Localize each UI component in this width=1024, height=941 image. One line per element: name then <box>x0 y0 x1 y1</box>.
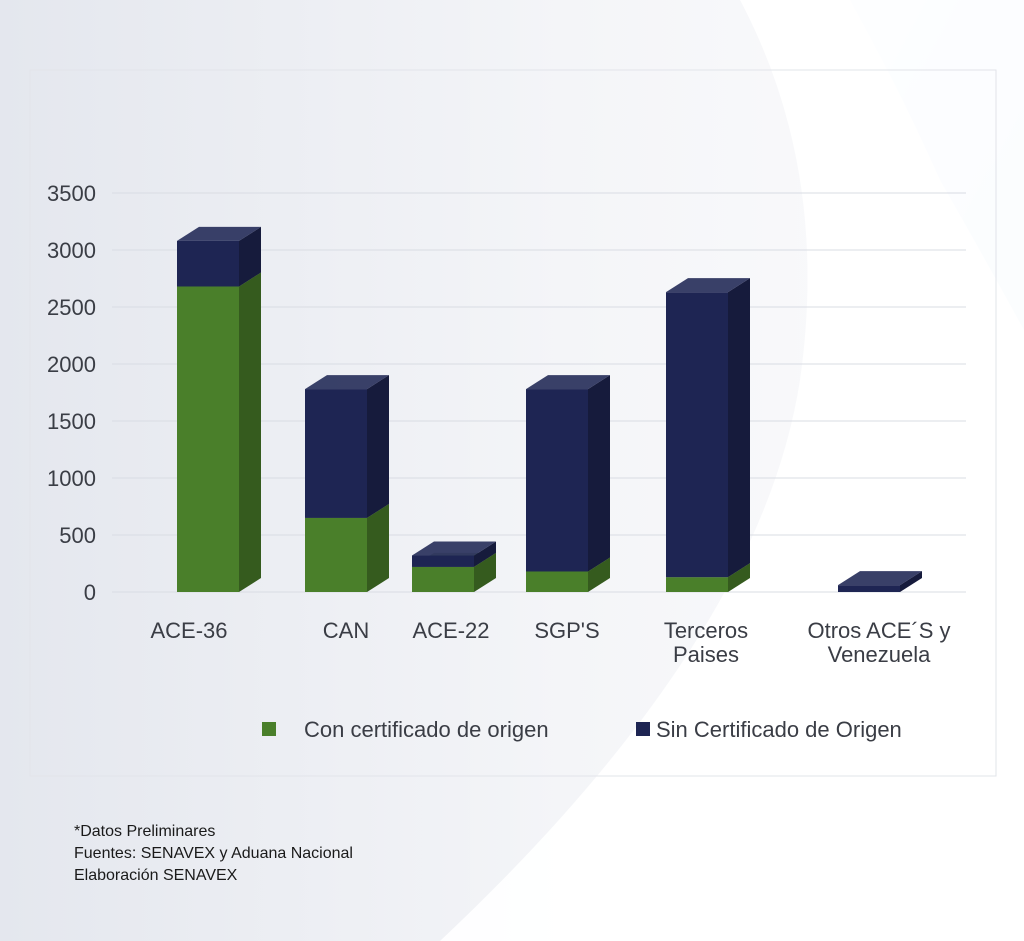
y-tick-label: 1500 <box>47 409 96 434</box>
bars <box>177 226 922 592</box>
x-tick-label: SGP'S <box>534 618 599 643</box>
legend-label: Con certificado de origen <box>304 717 549 742</box>
bar-segment-sin-certificado <box>412 541 496 567</box>
legend-swatch <box>636 722 650 736</box>
x-tick-label: Venezuela <box>828 642 932 667</box>
footnote-preliminary: *Datos Preliminares <box>74 823 216 840</box>
y-tick-label: 2000 <box>47 352 96 377</box>
bar-segment-sin-certificado <box>177 226 261 287</box>
footnote-sources: Fuentes: SENAVEX y Aduana Nacional <box>74 845 353 862</box>
bar-segment-sin-certificado <box>305 375 389 518</box>
footnote-elaboration: Elaboración SENAVEX <box>74 867 238 884</box>
x-tick-label: ACE-22 <box>412 618 489 643</box>
y-tick-label: 500 <box>59 523 96 548</box>
footnotes: *Datos Preliminares Fuentes: SENAVEX y A… <box>74 821 353 887</box>
y-tick-label: 3500 <box>47 181 96 206</box>
x-tick-label: Terceros <box>664 618 748 643</box>
legend-swatch <box>262 722 276 736</box>
bar-segment-sin-certificado <box>666 278 750 578</box>
x-tick-label: Paises <box>673 642 739 667</box>
bar-segment-sin-certificado <box>526 375 610 572</box>
x-tick-label: ACE-36 <box>150 618 227 643</box>
legend-label: Sin Certificado de Origen <box>656 717 902 742</box>
y-axis: 0 500 1000 1500 2000 2500 3000 3500 <box>47 181 96 605</box>
y-tick-label: 3000 <box>47 238 96 263</box>
x-tick-label: Otros ACE´S y <box>807 618 950 643</box>
bar-segment-sin-certificado <box>838 571 922 592</box>
x-tick-label: CAN <box>323 618 369 643</box>
legend: Con certificado de origen Sin Certificado… <box>262 717 902 742</box>
y-tick-label: 2500 <box>47 295 96 320</box>
bar-segment-con-certificado <box>177 272 261 592</box>
y-tick-label: 0 <box>84 580 96 605</box>
y-tick-label: 1000 <box>47 466 96 491</box>
